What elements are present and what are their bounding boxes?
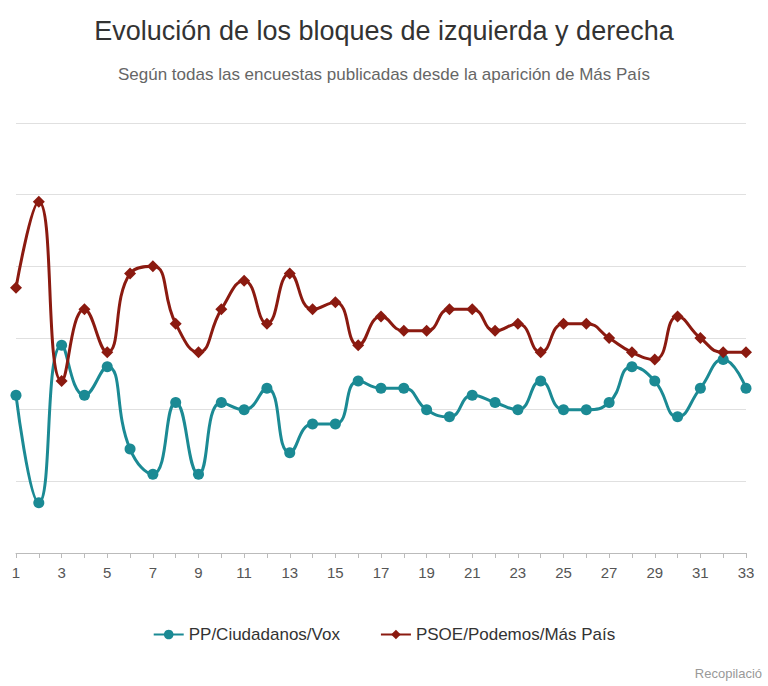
svg-text:17: 17 bbox=[373, 564, 390, 581]
svg-text:21: 21 bbox=[464, 564, 481, 581]
svg-text:5: 5 bbox=[103, 564, 111, 581]
svg-text:3: 3 bbox=[57, 564, 65, 581]
svg-text:29: 29 bbox=[646, 564, 663, 581]
svg-text:7: 7 bbox=[149, 564, 157, 581]
svg-text:Según todas las encuestas publ: Según todas las encuestas publicadas des… bbox=[118, 65, 650, 84]
svg-text:PSOE/Podemos/Más País: PSOE/Podemos/Más País bbox=[416, 625, 615, 644]
svg-text:Evolución de los bloques de iz: Evolución de los bloques de izquierda y … bbox=[94, 16, 674, 46]
svg-text:33: 33 bbox=[738, 564, 755, 581]
svg-text:13: 13 bbox=[281, 564, 298, 581]
svg-text:11: 11 bbox=[236, 564, 252, 581]
svg-text:Recopilació: Recopilació bbox=[695, 666, 762, 681]
svg-text:25: 25 bbox=[555, 564, 572, 581]
svg-text:31: 31 bbox=[692, 564, 709, 581]
svg-text:19: 19 bbox=[418, 564, 435, 581]
svg-text:27: 27 bbox=[601, 564, 618, 581]
svg-text:9: 9 bbox=[194, 564, 202, 581]
svg-text:15: 15 bbox=[327, 564, 344, 581]
svg-text:PP/Ciudadanos/Vox: PP/Ciudadanos/Vox bbox=[189, 625, 341, 644]
svg-text:1: 1 bbox=[12, 564, 20, 581]
svg-text:23: 23 bbox=[510, 564, 527, 581]
